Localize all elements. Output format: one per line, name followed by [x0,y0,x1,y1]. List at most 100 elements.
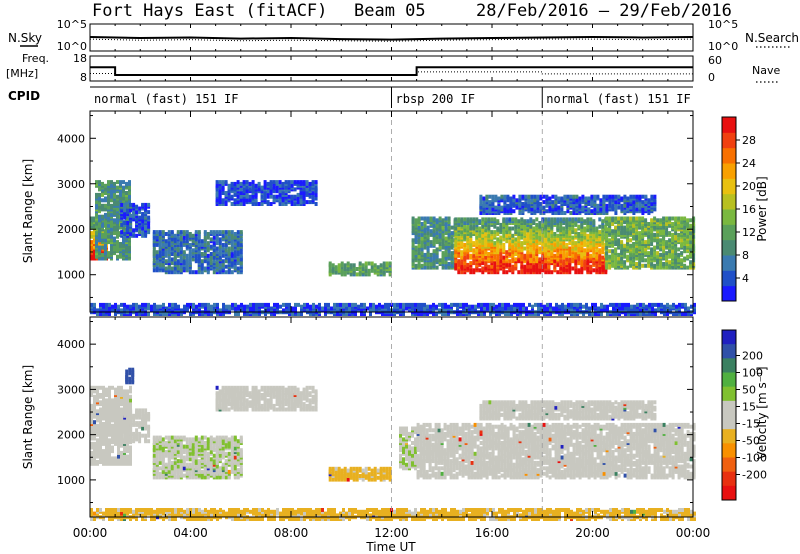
heatmap-cell [668,243,672,248]
heatmap-cell [603,304,606,309]
heatmap-cell [197,235,201,240]
heatmap-cell [378,306,381,311]
heatmap-cell [499,248,503,253]
heatmap-cell [510,304,513,309]
heatmap-cell [457,235,461,240]
heatmap-cell [651,306,654,311]
heatmap-cell [629,216,633,221]
heatmap-cell [686,234,690,239]
heatmap-cell [182,259,186,264]
heatmap-cell [275,180,279,185]
heatmap-cell [681,302,684,307]
heatmap-cell [98,187,101,192]
heatmap-cell [221,262,225,267]
heatmap-cell [116,231,119,236]
heatmap-cell [543,304,546,309]
heatmap-cell [318,306,321,311]
heatmap-cell [357,304,360,309]
heatmap-cell [354,302,357,307]
heatmap-cell [469,217,473,222]
heatmap-cell [179,255,183,260]
heatmap-cell [399,302,402,307]
heatmap-cell [653,216,657,221]
heatmap-cell [629,243,633,248]
heatmap-cell [553,264,557,269]
heatmap-cell [155,250,159,255]
heatmap-cell [450,238,454,243]
heatmap-cell [539,202,543,206]
heatmap-cell [101,245,104,250]
heatmap-cell [605,256,609,261]
heatmap-cell [520,235,524,240]
heatmap-cell [524,202,528,206]
heatmap-cell [337,267,341,271]
heatmap-cell [617,216,621,221]
heatmap-cell [501,306,504,311]
heatmap-cell [562,217,566,222]
heatmap-cell [116,200,119,205]
heatmap-cell [650,194,654,199]
heatmap-cell [177,304,180,309]
heatmap-cell [672,312,675,316]
heatmap-cell [560,196,564,201]
heatmap-cell [290,194,294,199]
heatmap-cell [441,251,445,256]
heatmap-cell [632,207,636,212]
heatmap-cell [568,257,572,262]
heatmap-cell [482,207,486,212]
heatmap-cell [520,255,524,260]
heatmap-cell [95,231,98,236]
heatmap-cell [623,203,627,208]
heatmap-cell [624,306,627,311]
heatmap-cell [475,248,479,253]
heatmap-cell [305,180,309,185]
heatmap-cell [566,194,570,199]
heatmap-cell [566,209,570,214]
heatmap-cell [632,242,636,246]
heatmap-cell [129,312,132,316]
heatmap-cell [647,231,651,236]
heatmap-cell [302,187,306,192]
heatmap-cell [120,308,123,313]
heatmap-cell [176,259,180,264]
heatmap-cell [590,200,594,205]
heatmap-cell [120,202,124,207]
heatmap-cell [230,246,234,251]
heatmap-cell [478,226,482,231]
heatmap-cell [132,302,135,307]
heatmap-cell [281,202,285,206]
heatmap-cell [138,206,142,211]
heatmap-cell [574,217,578,222]
heatmap-cell [108,302,111,307]
heatmap-cell [426,312,429,316]
heatmap-cell [601,255,605,260]
heatmap-cell [167,242,171,247]
heatmap-cell [426,265,430,270]
heatmap-cell [632,200,636,205]
heatmap-cell [647,238,651,243]
heatmap-cell [215,235,219,240]
heatmap-cell [644,227,648,232]
heatmap-cell [342,302,345,307]
heatmap-cell [120,230,124,235]
heatmap-cell [544,217,548,222]
heatmap-cell [252,302,255,307]
heatmap-cell [233,252,237,256]
heatmap-cell [152,230,156,235]
heatmap-cell [450,243,454,248]
heatmap-cell [141,202,145,207]
heatmap-cell [454,259,458,264]
heatmap-cell [426,304,429,309]
heatmap-cell [516,302,519,307]
heatmap-cell [469,270,473,275]
heatmap-cell [213,302,216,307]
heatmap-cell [204,308,207,313]
heatmap-cell [290,180,294,185]
heatmap-cell [240,308,243,313]
heatmap-cell [684,306,687,311]
heatmap-cell [221,185,225,190]
heatmap-cell [414,218,418,223]
heatmap-cell [638,258,642,263]
heatmap-cell [565,228,569,233]
heatmap-cell [532,246,536,251]
